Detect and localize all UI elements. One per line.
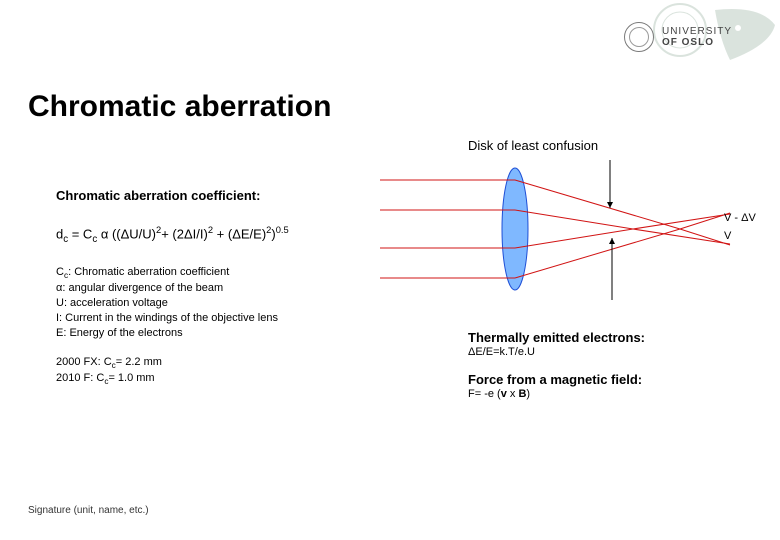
thermal-heading: Thermally emitted electrons: — [468, 330, 748, 345]
force-heading: Force from a magnetic field: — [468, 372, 748, 387]
university-line2: OF OSLO — [662, 37, 732, 48]
force-equation: F= -e (v x B) — [468, 388, 748, 400]
v-minus-dv-label: V - ΔV — [724, 210, 756, 228]
definitions-list: Cc: Chromatic aberration coefficient α: … — [56, 265, 386, 341]
voltage-labels: V - ΔV V — [724, 210, 756, 245]
v-label: V — [724, 228, 756, 246]
thermal-equation: ΔE/E=k.T/e.U — [468, 346, 748, 358]
university-line1: UNIVERSITY — [662, 26, 732, 37]
formula: dc = Cc α ((ΔU/U)2+ (2ΔI/I)2 + (ΔE/E)2)0… — [56, 225, 386, 245]
definition-item: α: angular divergence of the beam — [56, 281, 386, 296]
definition-item: U: acceleration voltage — [56, 296, 386, 311]
diagram-caption: Disk of least confusion — [468, 138, 598, 153]
lens-diagram — [380, 160, 740, 310]
example-value: 2000 FX: Cc= 2.2 mm — [56, 355, 386, 371]
university-name: UNIVERSITY OF OSLO — [662, 26, 732, 48]
definition-item: I: Current in the windings of the object… — [56, 311, 386, 326]
definition-item: E: Energy of the electrons — [56, 326, 386, 341]
example-value: 2010 F: Cc= 1.0 mm — [56, 371, 386, 387]
example-values: 2000 FX: Cc= 2.2 mm 2010 F: Cc= 1.0 mm — [56, 355, 386, 388]
coefficient-heading: Chromatic aberration coefficient: — [56, 188, 386, 203]
footer-signature: Signature (unit, name, etc.) — [28, 505, 149, 516]
definition-item: Cc: Chromatic aberration coefficient — [56, 265, 386, 281]
header: UNIVERSITY OF OSLO — [624, 22, 732, 52]
right-column: Thermally emitted electrons: ΔE/E=k.T/e.… — [468, 330, 748, 400]
university-seal-icon — [624, 22, 654, 52]
page-title: Chromatic aberration — [28, 90, 331, 124]
left-column: Chromatic aberration coefficient: dc = C… — [56, 188, 386, 387]
